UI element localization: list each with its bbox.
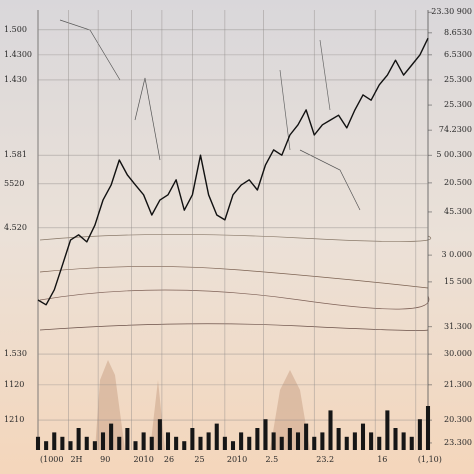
volume-bar (295, 432, 301, 450)
y2-tick-label: 20.300 (444, 415, 472, 424)
y2-tick-label: 8.6530 (444, 28, 472, 37)
volume-bar (190, 428, 195, 450)
volume-bar (35, 436, 41, 450)
volume-bar (68, 441, 73, 450)
y-tick-label: 5520 (4, 179, 24, 188)
decor-line (39, 323, 429, 331)
volume-bar (263, 419, 268, 450)
volume-bar (222, 436, 227, 450)
volume-bar (52, 432, 57, 450)
x-tick-label: 25 (194, 455, 204, 464)
decor-line (279, 39, 331, 151)
volume-bar (60, 436, 65, 450)
y2-tick-label: 45.300 (444, 207, 472, 216)
volume-bar (133, 441, 138, 450)
volume-bar (344, 436, 349, 450)
volume-bar (336, 428, 341, 450)
volume-bar (92, 441, 97, 450)
y2-tick-label: 21.300 (444, 380, 472, 389)
x-tick-label: 2010 (133, 455, 153, 464)
x-tick-label: 2.5 (265, 455, 278, 464)
volume-bar (369, 432, 374, 450)
x-tick-label: 2H (70, 455, 82, 464)
volume-bar (44, 441, 49, 450)
decor-line (39, 234, 432, 242)
volume-bar (239, 432, 244, 450)
volume-bar (165, 432, 171, 450)
volume-bar (149, 436, 154, 450)
volume-bar (214, 423, 219, 450)
y2-tick-label: 5 00.300 (436, 150, 472, 159)
volume-bar (255, 428, 260, 450)
volume-bar (117, 436, 122, 450)
volume-bar (141, 432, 146, 450)
y2-tick-label: 74.2300 (439, 125, 472, 134)
volume-bar (182, 441, 187, 450)
volume-bar (409, 436, 414, 450)
volume-bar (100, 432, 106, 450)
x-tick-label: 23.2 (316, 455, 334, 464)
volume-bar (198, 436, 203, 450)
y-tick-label: 1.4300 (4, 50, 32, 59)
x-tick-label: 2010 (227, 455, 247, 464)
volume-bar (206, 432, 211, 450)
y-tick-label: 1.500 (4, 25, 27, 34)
y-tick-label: 1.430 (4, 75, 27, 84)
y2-tick-label: 15 500 (444, 277, 472, 286)
volume-bar (125, 428, 130, 450)
volume-bar (385, 410, 390, 450)
x-tick-label: 26 (164, 455, 174, 464)
volume-bar (76, 428, 81, 450)
decor-line (39, 266, 429, 289)
volume-bar (109, 423, 114, 450)
x-tick-label: 16 (377, 455, 387, 464)
volume-bar (304, 423, 309, 450)
volume-bar (271, 432, 276, 450)
y2-tick-label: 25.300 (444, 100, 472, 109)
volume-bar (352, 432, 357, 450)
decor-line (134, 77, 161, 161)
y2-tick-label: 31.300 (444, 322, 472, 331)
decor-line (39, 289, 430, 310)
y2-tick-label: 23.30 900 (431, 7, 472, 16)
y-tick-label: 4.520 (4, 223, 27, 232)
volume-bar (157, 419, 162, 450)
volume-bar (230, 441, 236, 450)
x-tick-label: 90 (100, 455, 110, 464)
volume-bar (360, 423, 366, 450)
y-tick-label: 1.530 (4, 349, 27, 358)
y2-tick-label: 20.500 (444, 178, 472, 187)
y-tick-label: 1210 (4, 415, 24, 424)
y2-tick-label: 30.000 (444, 349, 472, 358)
y2-tick-label: 25.300 (444, 75, 472, 84)
volume-bar (417, 419, 422, 450)
volume-bar (377, 436, 382, 450)
decor-line (299, 149, 361, 211)
x-tick-label: (1000 (40, 455, 63, 464)
volume-bar (84, 436, 89, 450)
volume-bar (247, 436, 252, 450)
volume-bar (393, 428, 398, 450)
volume-bar (328, 410, 333, 450)
volume-bar (287, 428, 292, 450)
y-tick-label: 1120 (4, 380, 24, 389)
y2-tick-label: 23.300 (444, 438, 472, 447)
volume-bar (279, 436, 284, 450)
volume-bar (174, 436, 179, 450)
x-tick-label: (1,10) (418, 455, 442, 464)
volume-bar (320, 432, 325, 450)
y2-tick-label: 6.5300 (444, 50, 472, 59)
y2-tick-label: 3 0.000 (441, 250, 472, 259)
price-line (37, 37, 429, 306)
volume-bar (425, 406, 431, 450)
volume-bar (312, 436, 317, 450)
y-tick-label: 1.581 (4, 150, 27, 159)
volume-bar (401, 432, 406, 450)
